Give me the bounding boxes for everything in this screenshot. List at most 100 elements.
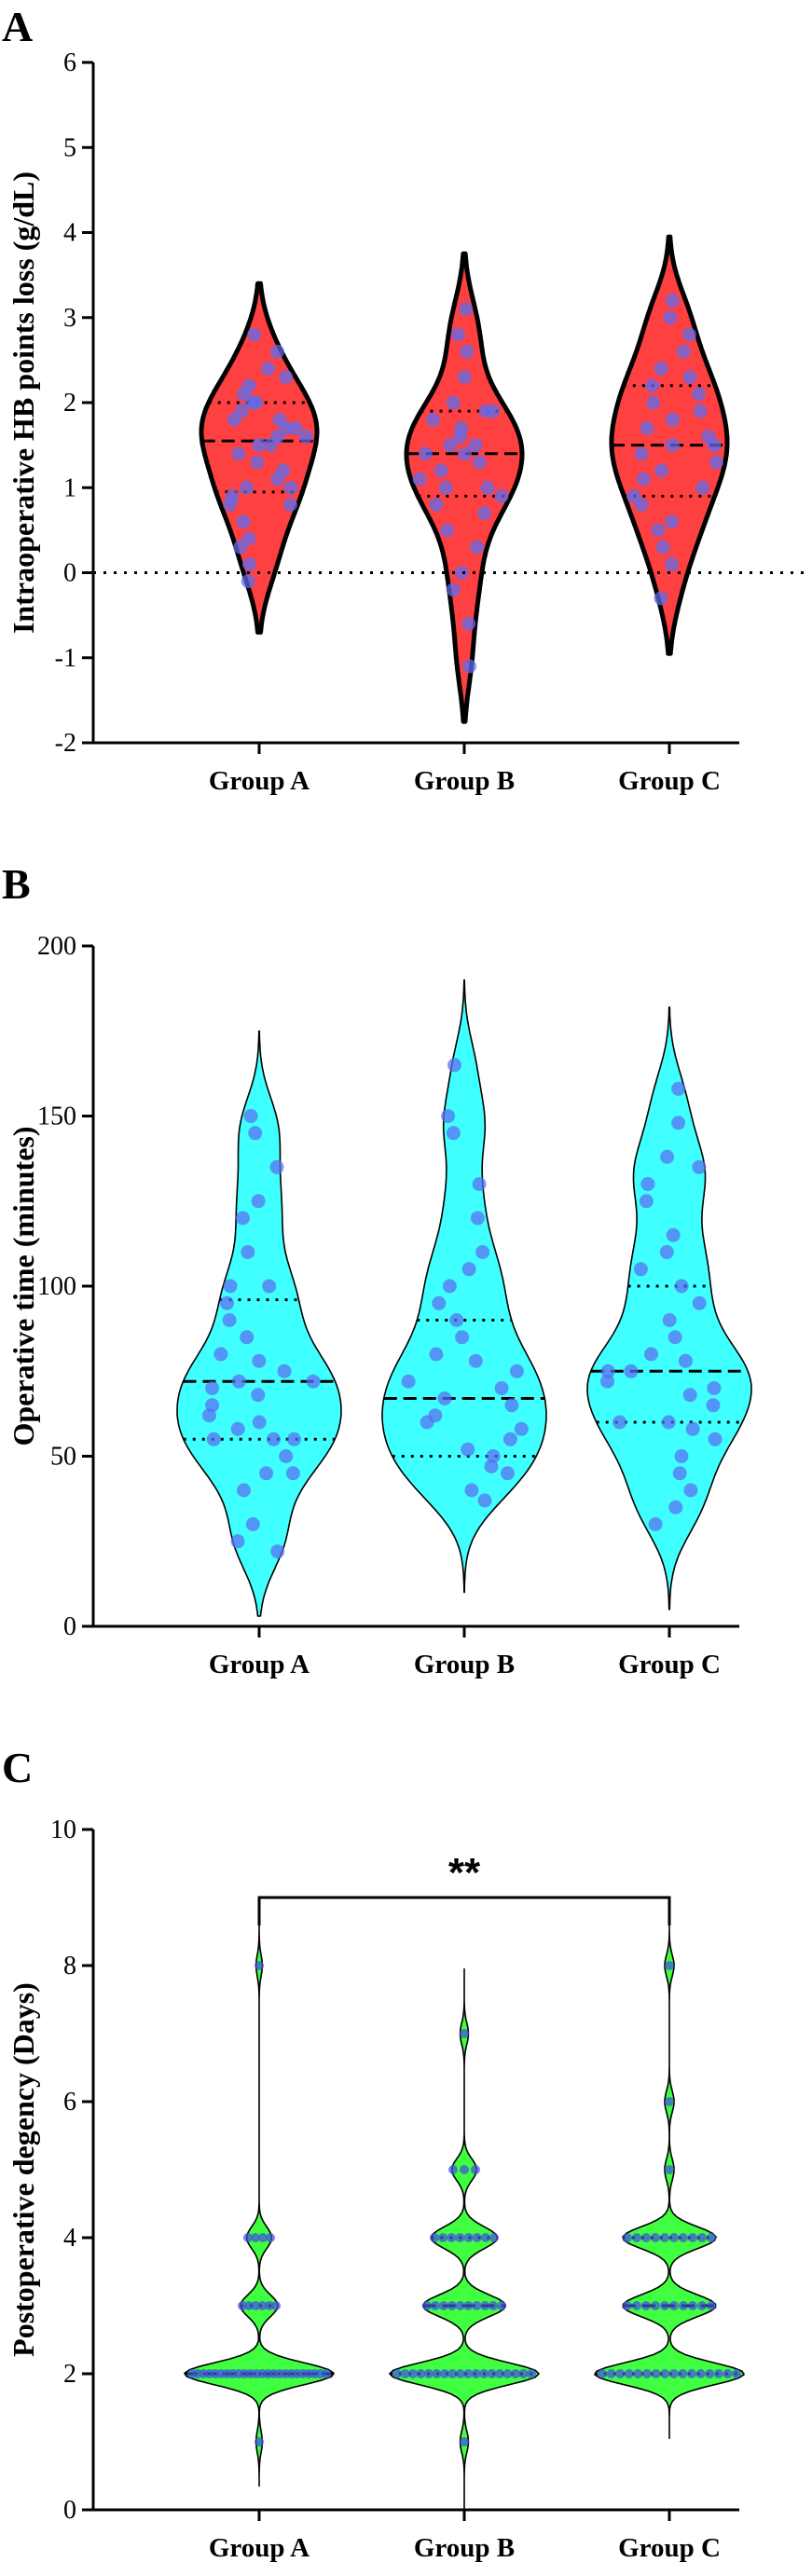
data-point	[234, 404, 249, 418]
data-point	[407, 2369, 418, 2378]
data-point	[205, 1398, 220, 1413]
data-point	[472, 455, 487, 470]
x-tick-label: Group B	[414, 2533, 515, 2563]
data-point	[455, 1330, 470, 1345]
y-tick-label: 0	[63, 1612, 76, 1641]
data-point	[439, 2369, 449, 2378]
data-point	[623, 2301, 632, 2310]
data-point	[272, 412, 287, 427]
data-point	[651, 523, 666, 538]
data-point	[461, 1262, 476, 1277]
data-point	[231, 1374, 246, 1389]
data-point	[458, 446, 472, 461]
data-point	[600, 1374, 614, 1389]
data-point	[665, 294, 680, 308]
data-point	[441, 1109, 456, 1123]
y-tick-label: 4	[63, 219, 76, 248]
data-point	[671, 1081, 686, 1096]
data-point	[624, 2369, 634, 2378]
data-point	[660, 2369, 670, 2378]
data-point	[518, 2369, 529, 2378]
data-point	[223, 1279, 238, 1294]
data-point	[623, 2233, 632, 2242]
data-point	[509, 1363, 524, 1378]
data-point	[258, 2233, 268, 2242]
data-point	[243, 1109, 258, 1123]
violin-group-c	[586, 1006, 752, 1610]
data-point	[659, 1245, 674, 1259]
data-point	[632, 2301, 641, 2310]
data-point	[236, 514, 251, 529]
y-tick-label: 200	[37, 932, 76, 961]
data-point	[514, 1421, 529, 1436]
data-point	[683, 1483, 698, 1498]
significance-label: **	[448, 1850, 481, 1896]
data-point	[462, 659, 476, 674]
y-axis-title: Operative time (minutes)	[7, 1126, 40, 1446]
data-point	[665, 2097, 674, 2106]
y-tick-label: 4	[63, 2224, 76, 2253]
data-point	[230, 1421, 245, 1436]
data-point	[666, 438, 680, 453]
y-tick-label: -2	[55, 729, 76, 758]
data-point	[222, 1313, 237, 1327]
data-point	[615, 2369, 626, 2378]
data-point	[661, 1415, 676, 1430]
data-point	[464, 1483, 479, 1498]
y-tick-label: 50	[50, 1443, 76, 1472]
data-point	[480, 480, 495, 495]
data-point	[654, 362, 668, 376]
data-point	[692, 387, 707, 402]
data-point	[705, 2369, 715, 2378]
data-point	[479, 2369, 489, 2378]
data-point	[660, 2301, 669, 2310]
data-point	[241, 378, 256, 393]
x-tick-label: Group A	[209, 2533, 310, 2563]
data-point	[723, 2369, 733, 2378]
data-point	[392, 2369, 402, 2378]
data-point	[262, 1279, 277, 1294]
data-point	[267, 1432, 281, 1446]
data-point	[706, 1398, 721, 1413]
data-point	[455, 2369, 465, 2378]
y-axis-title: Intraoperative HB points loss (g/dL)	[7, 171, 40, 634]
data-point	[440, 523, 455, 538]
data-point	[654, 591, 668, 606]
data-point	[261, 362, 276, 376]
data-point	[463, 2233, 474, 2242]
panel-a: A -2 -1 0 1 2 3 4 5 6 Group A Group B Group C Intraop…	[2, 3, 805, 796]
data-point	[665, 1961, 674, 1970]
data-point	[642, 2369, 652, 2378]
data-point	[651, 2233, 660, 2242]
data-point	[251, 1194, 266, 1209]
panel-b: B 0 50 100 150 200 Group A Group B Group C Operat…	[2, 860, 752, 1679]
data-point	[460, 344, 475, 359]
data-point	[447, 1058, 461, 1073]
data-point	[454, 566, 469, 580]
data-point	[666, 1227, 681, 1242]
violin-group-b	[381, 979, 547, 1594]
data-point	[322, 2369, 332, 2378]
data-point	[636, 472, 651, 486]
data-point	[306, 1374, 321, 1389]
data-point	[244, 2301, 255, 2310]
data-point	[461, 1442, 475, 1457]
data-point	[678, 1353, 693, 1368]
y-axis-title: Postoperative degency (Days)	[7, 1982, 40, 2357]
data-point	[240, 480, 254, 495]
y-tick-label: -1	[55, 644, 76, 673]
data-point	[640, 1177, 655, 1191]
data-point	[502, 1432, 517, 1446]
y-tick-label: 10	[50, 1816, 76, 1844]
data-point	[213, 1347, 228, 1362]
data-point	[206, 1432, 221, 1446]
violin-group-a	[184, 1920, 335, 2487]
x-tick-label: Group B	[414, 766, 515, 796]
data-point	[460, 2165, 469, 2174]
data-point	[219, 1295, 234, 1310]
y-tick-label: 2	[63, 389, 76, 418]
data-point	[624, 1363, 639, 1378]
data-point	[660, 1149, 675, 1164]
y-tick-label: 6	[63, 48, 76, 77]
data-point	[255, 1961, 264, 1970]
